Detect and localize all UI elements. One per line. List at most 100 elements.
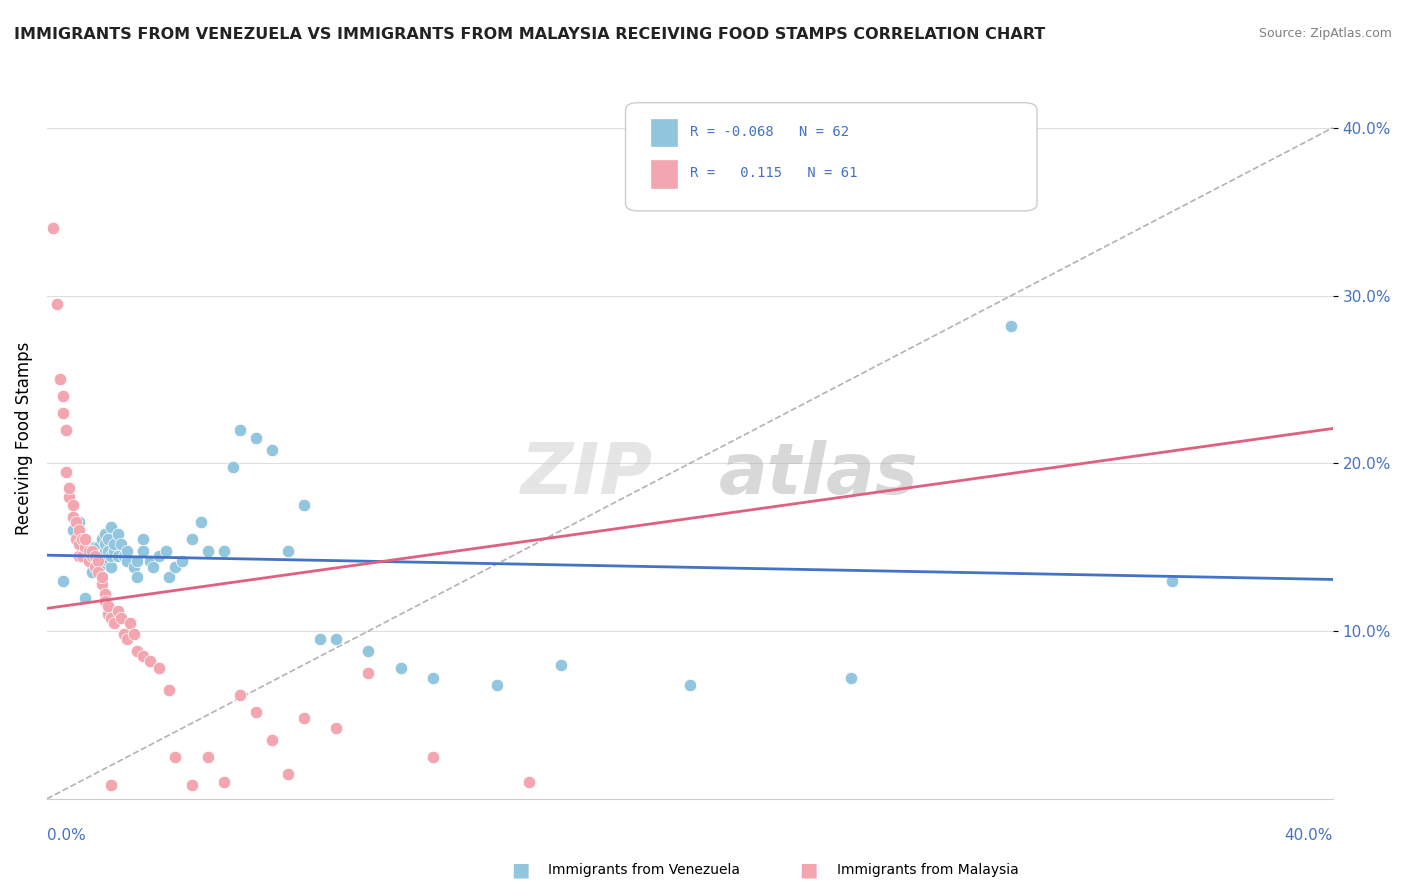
Point (485, 678, 508, 692)
Point (58, 490, 80, 504)
Point (100, 560, 122, 574)
Point (97, 553, 120, 567)
Text: atlas: atlas (718, 440, 918, 508)
Text: 0.0%: 0.0% (46, 828, 86, 843)
Point (679, 678, 702, 692)
Point (839, 671, 862, 685)
Point (180, 532, 202, 546)
Text: Immigrants from Venezuela: Immigrants from Venezuela (548, 863, 741, 877)
Point (100, 549, 122, 563)
Point (75, 532, 97, 546)
Point (45, 297, 67, 311)
Point (260, 733, 283, 747)
Point (103, 543, 125, 558)
Text: ZIP: ZIP (520, 440, 654, 508)
Point (110, 537, 132, 551)
Point (42, 221, 65, 235)
Point (277, 543, 299, 558)
Point (157, 570, 180, 584)
Point (67, 537, 90, 551)
Point (55, 465, 77, 479)
Point (100, 779, 122, 793)
Point (97, 607, 120, 622)
Point (52, 574, 75, 588)
Point (357, 644, 380, 658)
Point (70, 549, 93, 563)
Point (90, 532, 112, 546)
Point (117, 543, 139, 558)
Point (125, 644, 148, 658)
Point (94, 587, 117, 601)
Point (62, 498, 84, 512)
Point (67, 515, 90, 529)
Point (52, 389, 75, 403)
Point (325, 632, 347, 647)
Point (112, 627, 135, 641)
Point (222, 459, 245, 474)
Point (62, 510, 84, 524)
Point (122, 627, 145, 641)
Point (97, 543, 120, 558)
Point (103, 615, 125, 630)
Point (125, 553, 148, 567)
Point (67, 549, 90, 563)
Point (389, 661, 412, 675)
Point (67, 524, 90, 538)
Point (84, 557, 107, 571)
Point (197, 543, 219, 558)
Point (517, 775, 540, 789)
Point (107, 604, 129, 618)
Point (357, 666, 380, 681)
Text: 40.0%: 40.0% (1285, 828, 1333, 843)
Point (90, 577, 112, 591)
Point (62, 524, 84, 538)
Point (245, 431, 267, 445)
Point (139, 654, 162, 668)
Point (132, 649, 155, 664)
Text: Source: ZipAtlas.com: Source: ZipAtlas.com (1258, 27, 1392, 40)
Point (148, 549, 170, 563)
Y-axis label: Receiving Food Stamps: Receiving Food Stamps (15, 342, 32, 535)
Point (165, 750, 187, 764)
Point (58, 482, 80, 496)
Point (65, 532, 87, 546)
Point (100, 520, 122, 534)
Point (94, 537, 117, 551)
Point (94, 543, 117, 558)
Point (277, 766, 299, 780)
Point (97, 532, 120, 546)
Point (170, 553, 193, 567)
Point (84, 549, 107, 563)
Point (90, 557, 112, 571)
Point (422, 671, 444, 685)
Point (75, 540, 97, 554)
Point (90, 570, 112, 584)
Point (120, 615, 142, 630)
Point (229, 423, 252, 437)
Point (292, 498, 315, 512)
Point (155, 543, 177, 558)
Point (117, 632, 139, 647)
Point (550, 657, 572, 672)
Point (309, 632, 332, 647)
Point (70, 532, 93, 546)
Point (107, 526, 129, 541)
Point (245, 705, 267, 719)
Point (87, 540, 110, 554)
Point (87, 549, 110, 563)
Point (77, 553, 100, 567)
Point (97, 599, 120, 613)
Point (125, 570, 148, 584)
Point (229, 688, 252, 702)
FancyBboxPatch shape (626, 103, 1038, 211)
Point (48, 372, 70, 386)
Point (212, 775, 235, 789)
Point (80, 543, 103, 558)
Point (117, 553, 139, 567)
Point (122, 560, 145, 574)
Point (55, 423, 77, 437)
Point (197, 750, 219, 764)
Text: R = -0.068   N = 62: R = -0.068 N = 62 (690, 125, 849, 138)
Point (180, 779, 202, 793)
Point (87, 553, 110, 567)
